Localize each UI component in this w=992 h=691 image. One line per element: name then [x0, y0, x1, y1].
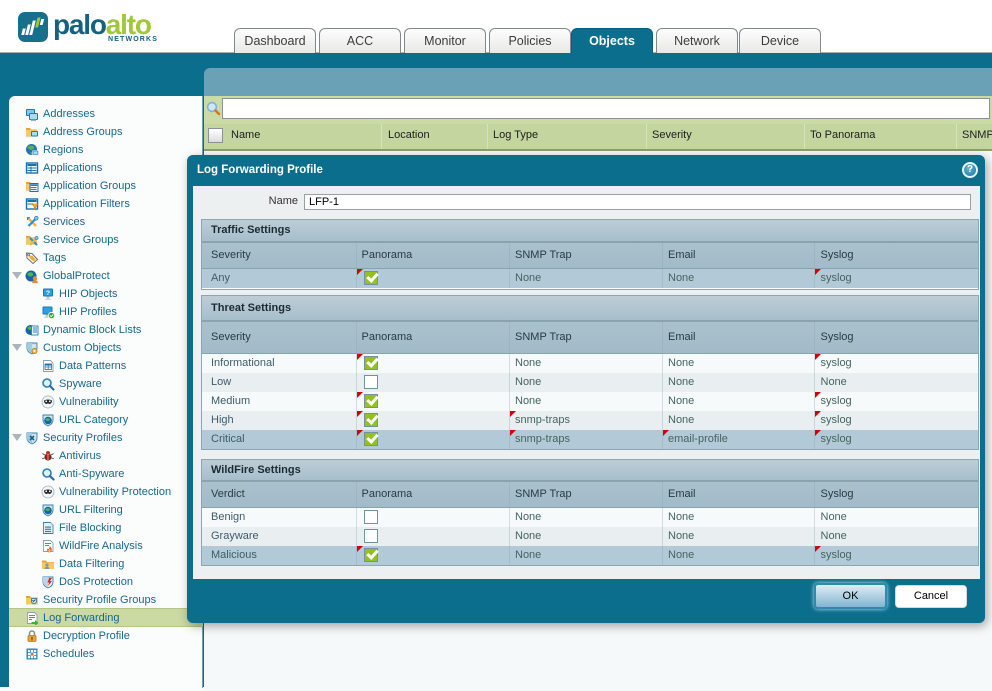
svg-text:?: ?	[46, 290, 50, 297]
